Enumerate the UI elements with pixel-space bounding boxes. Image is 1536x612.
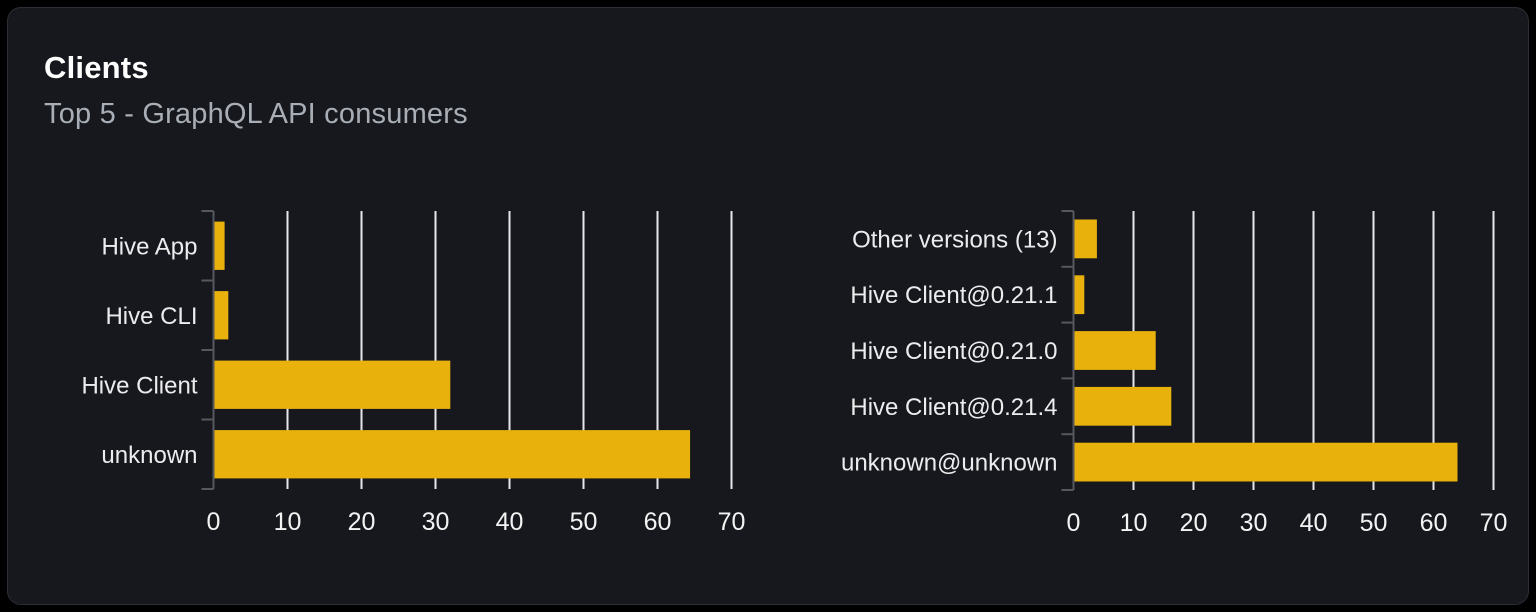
card-title: Clients xyxy=(44,50,149,85)
clients-card: Clients Top 5 - GraphQL API consumers xyxy=(7,7,1529,605)
card-subtitle: Top 5 - GraphQL API consumers xyxy=(44,98,468,130)
